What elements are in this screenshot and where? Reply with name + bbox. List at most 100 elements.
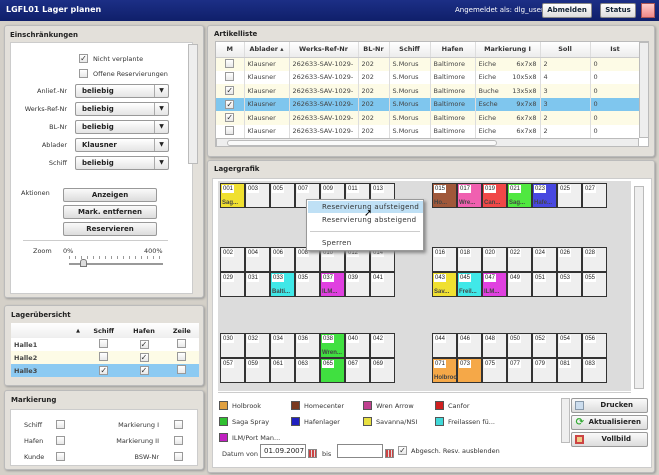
hall-row[interactable]: Halle2 ✓ [11, 351, 199, 364]
storage-cell[interactable]: 024 [532, 247, 557, 272]
filter-select[interactable]: beliebig ▼ [75, 84, 169, 98]
sort-header[interactable]: ▲ [76, 327, 80, 334]
storage-cell[interactable]: 061 [270, 358, 295, 383]
storage-cell[interactable]: 045 Freil... [457, 272, 482, 297]
bis-input[interactable] [337, 444, 383, 458]
filter-select[interactable]: beliebig ▼ [75, 102, 169, 116]
col-header[interactable]: Soll [540, 42, 591, 58]
storage-cell[interactable]: 014 [370, 247, 395, 272]
storage-cell[interactable]: 030 [220, 333, 245, 358]
hall-zeile-checkbox[interactable] [177, 339, 187, 348]
col-header[interactable]: Ist [590, 42, 641, 58]
storage-cell[interactable]: 034 [270, 333, 295, 358]
marking-checkbox[interactable] [56, 436, 65, 445]
storage-cell[interactable]: 077 [507, 358, 532, 383]
storage-cell[interactable]: 043 Sav... [432, 272, 457, 297]
col-header[interactable]: Ablader ▴ [244, 42, 290, 58]
hall-zeile-checkbox[interactable] [177, 365, 187, 374]
hall-schiff-checkbox[interactable] [99, 339, 109, 348]
storage-cell[interactable]: 044 [432, 333, 457, 358]
article-row[interactable]: Klausner 262633-SAV-1029- 202 S.Morus Ba… [216, 70, 641, 84]
hall-schiff-checkbox[interactable] [99, 352, 109, 361]
article-row[interactable]: ✓ Klausner 262633-SAV-1029- 202 S.Morus … [216, 84, 641, 98]
col-schiff[interactable]: Schiff [93, 326, 114, 335]
storage-cell[interactable]: 032 [245, 333, 270, 358]
storage-cell[interactable]: 079 [532, 358, 557, 383]
storage-cell[interactable]: 048 [482, 333, 507, 358]
storage-cell[interactable]: 050 [507, 333, 532, 358]
abgesch-checkbox[interactable]: ✓ [398, 446, 407, 455]
storage-cell[interactable]: 040 [345, 333, 370, 358]
col-header[interactable]: Werks-Ref-Nr [289, 42, 359, 58]
storage-cell[interactable]: 033 Balti... [270, 272, 295, 297]
storage-cell[interactable]: 001 Sag... [220, 183, 245, 208]
storage-cell[interactable]: 031 [245, 272, 270, 297]
storage-cell[interactable]: 008 [295, 247, 320, 272]
storage-cell[interactable]: 073 [457, 358, 482, 383]
col-hafen[interactable]: Hafen [133, 326, 155, 335]
storage-cell[interactable]: 069 [370, 358, 395, 383]
storage-cell[interactable]: 028 [582, 247, 607, 272]
hall-hafen-checkbox[interactable]: ✓ [139, 340, 149, 349]
storage-cell[interactable]: 025 [557, 183, 582, 208]
storage-cell[interactable]: 056 [582, 333, 607, 358]
storage-cell[interactable]: 005 [270, 183, 295, 208]
storage-cell[interactable]: 023 Hafe... [532, 183, 557, 208]
article-row[interactable]: Klausner 262633-SAV-1029- 202 S.Morus Ba… [216, 57, 641, 71]
storage-cell[interactable]: 017 Wre... [457, 183, 482, 208]
filter-select[interactable]: beliebig ▼ [75, 120, 169, 134]
mark-checkbox[interactable]: ✓ [225, 86, 235, 96]
storage-cell[interactable]: 003 [245, 183, 270, 208]
hall-hafen-checkbox[interactable]: ✓ [139, 353, 149, 362]
menu-item-sperren[interactable]: Sperren [322, 239, 352, 247]
storage-cell[interactable]: 046 [457, 333, 482, 358]
storage-cell[interactable]: 065 [320, 358, 345, 383]
article-horizontal-scrollbar[interactable] [216, 138, 639, 146]
storage-cell[interactable]: 026 [557, 247, 582, 272]
storage-cell[interactable]: 041 [370, 272, 395, 297]
hall-row[interactable]: Halle1 ✓ [11, 338, 199, 351]
col-header[interactable]: M [216, 42, 245, 58]
status-button[interactable]: Status [600, 3, 636, 18]
reservieren-button[interactable]: Reservieren [63, 222, 157, 236]
hall-hafen-checkbox[interactable]: ✓ [139, 366, 149, 375]
storage-cell[interactable]: 029 [220, 272, 245, 297]
marking-checkbox[interactable] [174, 436, 183, 445]
storage-cell[interactable]: 053 [557, 272, 582, 297]
mark-checkbox[interactable] [225, 71, 235, 81]
storage-cell[interactable]: 037 ILM... [320, 272, 345, 297]
article-row[interactable]: Klausner 262633-SAV-1029- 202 S.Morus Ba… [216, 124, 641, 138]
hall-row[interactable]: Halle3 ✓ ✓ [11, 364, 199, 377]
storage-cell[interactable]: 049 [507, 272, 532, 297]
storage-cell[interactable]: 038 Wren... [320, 333, 345, 358]
storage-cell[interactable]: 055 [582, 272, 607, 297]
storage-cell[interactable]: 002 [220, 247, 245, 272]
zoom-slider-track[interactable] [69, 263, 163, 265]
anzeigen-button[interactable]: Anzeigen [63, 188, 157, 202]
storage-cell[interactable]: 059 [245, 358, 270, 383]
storage-cell[interactable]: 021 Sag... [507, 183, 532, 208]
storage-cell[interactable]: 042 [370, 333, 395, 358]
storage-cell[interactable]: 019 Can... [482, 183, 507, 208]
filter-select[interactable]: beliebig ▼ [75, 156, 169, 170]
datum-von-input[interactable]: 01.09.2007 [260, 444, 306, 458]
mark-entfernen-button[interactable]: Mark. entfernen [63, 205, 157, 219]
col-header[interactable]: Markierung I [475, 42, 541, 58]
hall-zeile-checkbox[interactable] [177, 352, 187, 361]
storage-cell[interactable]: 004 [245, 247, 270, 272]
storage-cell[interactable]: 052 [532, 333, 557, 358]
col-header[interactable]: Schiff [389, 42, 431, 58]
marking-checkbox[interactable] [56, 420, 65, 429]
mark-checkbox[interactable]: ✓ [225, 113, 235, 123]
storage-map-scrollbar[interactable] [634, 186, 644, 389]
filter-select[interactable]: Klausner ▼ [75, 138, 169, 152]
storage-cell[interactable]: 047 ILM... [482, 272, 507, 297]
calendar-icon[interactable] [308, 449, 317, 458]
storage-cell[interactable]: 018 [457, 247, 482, 272]
mark-checkbox[interactable] [225, 58, 235, 68]
storage-cell[interactable]: 051 [532, 272, 557, 297]
storage-cell[interactable]: 015 Ho... [432, 183, 457, 208]
mark-checkbox[interactable] [225, 125, 235, 135]
storage-cell[interactable]: 022 [507, 247, 532, 272]
marking-checkbox[interactable] [174, 452, 183, 461]
